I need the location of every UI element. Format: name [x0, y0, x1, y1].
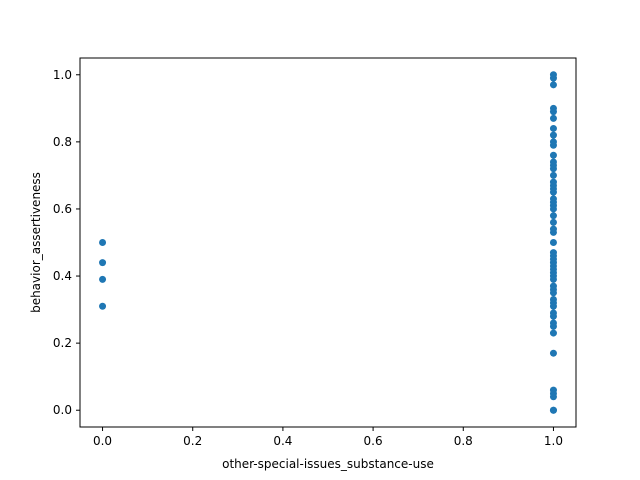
- data-point: [549, 252, 557, 260]
- data-point: [549, 212, 557, 220]
- y-axis-label: behavior_assertiveness: [29, 172, 43, 313]
- y-tick-label: 0.2: [53, 336, 72, 350]
- x-axis-ticks: 0.0 0.2 0.4 0.6 0.8 1.0: [93, 427, 563, 448]
- data-point: [549, 114, 557, 122]
- data-point: [549, 218, 557, 226]
- y-tick-label: 0.4: [53, 269, 72, 283]
- x-tick-label: 0.2: [183, 434, 202, 448]
- data-point: [99, 239, 107, 246]
- data-point: [549, 406, 557, 414]
- data-point: [549, 161, 557, 169]
- data-point: [99, 302, 107, 310]
- x-tick-label: 0.4: [273, 434, 292, 448]
- data-point: [549, 265, 557, 273]
- data-point: [549, 81, 557, 89]
- axes-frame: [79, 57, 577, 428]
- data-point: [549, 141, 557, 149]
- data-point: [549, 239, 557, 246]
- data-point: [549, 329, 557, 337]
- data-point: [549, 131, 557, 139]
- y-axis-ticks: 0.0 0.2 0.4 0.6 0.8 1.0: [53, 68, 80, 417]
- y-tick-label: 1.0: [53, 68, 72, 82]
- data-point: [549, 322, 557, 330]
- data-point: [549, 74, 557, 82]
- data-point: [549, 349, 557, 357]
- data-points: [99, 71, 557, 414]
- data-point: [549, 302, 557, 310]
- data-point: [549, 393, 557, 401]
- x-tick-label: 0.0: [93, 434, 112, 448]
- data-point: [549, 171, 557, 179]
- data-point: [549, 289, 557, 297]
- data-point: [549, 188, 557, 196]
- data-point: [549, 181, 557, 189]
- data-point: [99, 275, 107, 283]
- x-tick-label: 0.6: [364, 434, 383, 448]
- data-point: [549, 312, 557, 320]
- data-point: [549, 151, 557, 159]
- y-tick-label: 0.0: [53, 403, 72, 417]
- x-axis-label: other-special-issues_substance-use: [222, 457, 434, 471]
- data-point: [549, 108, 557, 116]
- x-tick-label: 0.8: [454, 434, 473, 448]
- data-point: [549, 228, 557, 236]
- x-tick-label: 1.0: [544, 434, 563, 448]
- data-point: [99, 259, 107, 267]
- y-tick-label: 0.8: [53, 135, 72, 149]
- data-point: [549, 124, 557, 132]
- y-tick-label: 0.6: [53, 202, 72, 216]
- data-point: [549, 205, 557, 213]
- data-point: [549, 275, 557, 283]
